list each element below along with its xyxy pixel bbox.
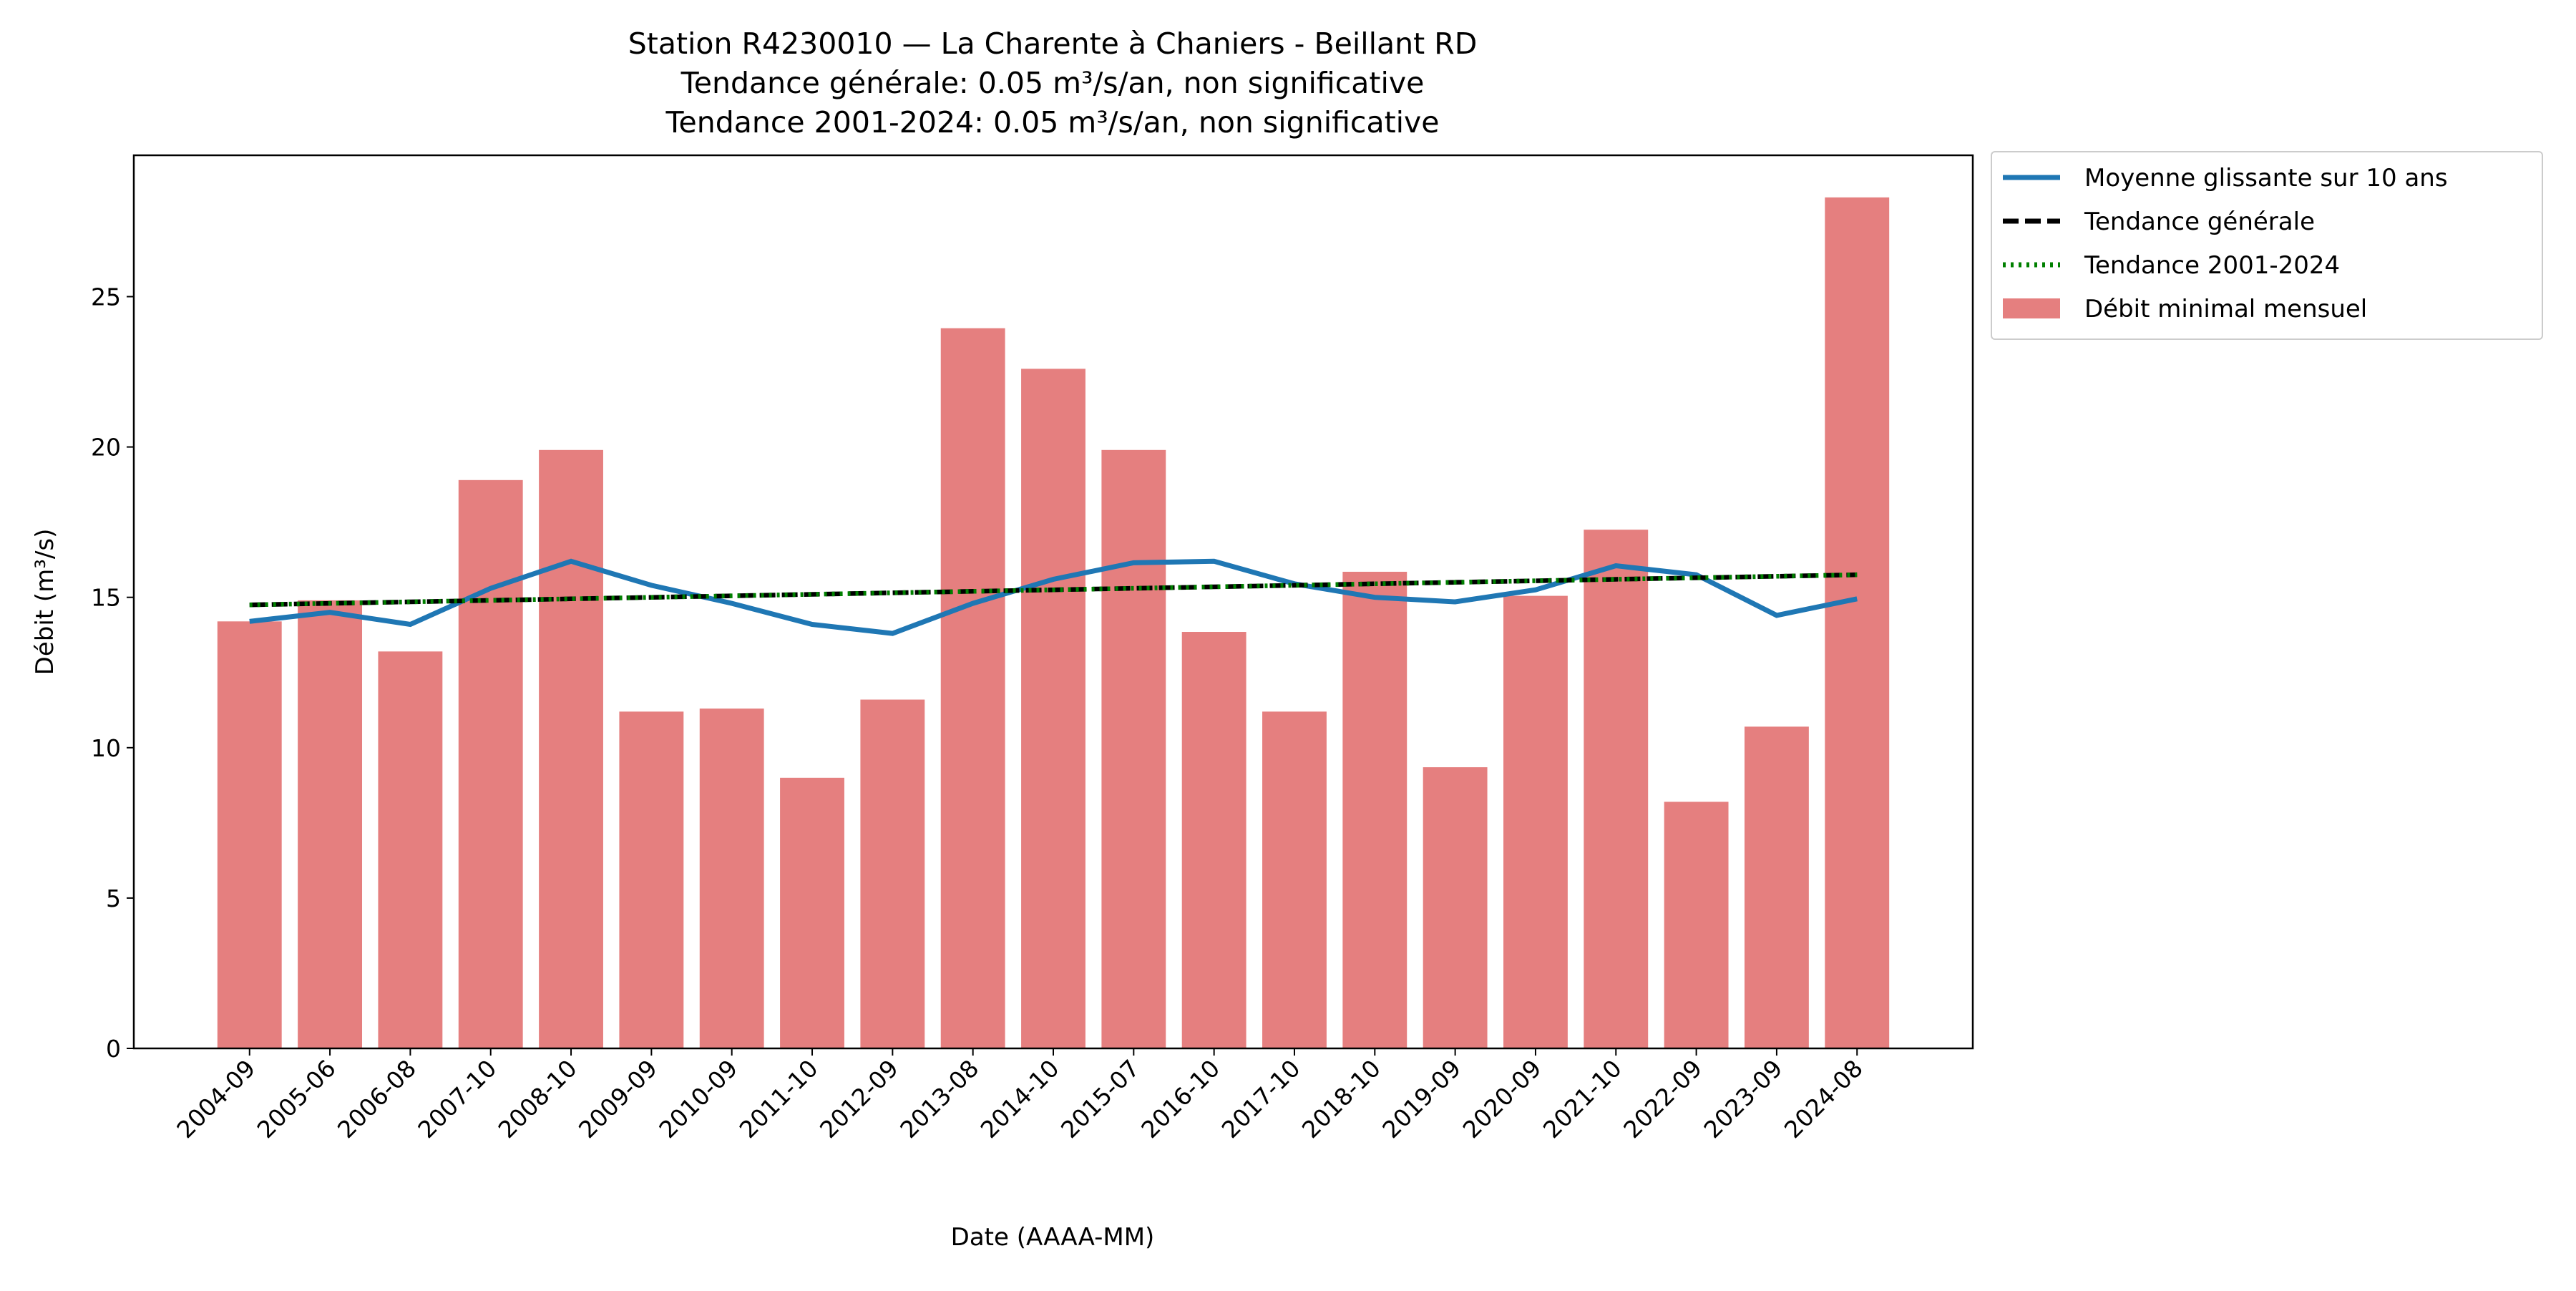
legend-label: Tendance générale bbox=[2084, 208, 2315, 236]
legend-label: Débit minimal mensuel bbox=[2084, 295, 2367, 323]
x-axis-label: Date (AAAA-MM) bbox=[951, 1223, 1155, 1252]
y-tick-label: 5 bbox=[106, 885, 121, 912]
bar-2013-08 bbox=[940, 328, 1005, 1048]
legend-swatch-bar bbox=[2003, 298, 2060, 318]
bar-2016-10 bbox=[1181, 632, 1246, 1048]
x-tick-label: 2021-10 bbox=[1538, 1054, 1627, 1144]
bar-2020-09 bbox=[1503, 595, 1568, 1048]
x-tick-label: 2010-09 bbox=[653, 1054, 743, 1144]
legend-box bbox=[1991, 151, 2543, 340]
x-tick-label: 2011-10 bbox=[734, 1054, 824, 1144]
y-tick-label: 0 bbox=[106, 1035, 121, 1063]
bar-2006-08 bbox=[378, 651, 443, 1048]
bar-2021-10 bbox=[1584, 530, 1649, 1048]
series-line-1 bbox=[249, 558, 1858, 636]
x-tick-label: 2014-10 bbox=[975, 1054, 1065, 1144]
bar-2010-09 bbox=[699, 708, 764, 1048]
x-tick-label: 2022-09 bbox=[1618, 1054, 1707, 1144]
x-tick-label: 2018-10 bbox=[1297, 1054, 1386, 1144]
x-tick-label: 2013-08 bbox=[894, 1054, 984, 1144]
bar-2009-09 bbox=[619, 711, 684, 1048]
plot-area: 05101520252004-092005-062006-082007-1020… bbox=[91, 154, 1974, 1144]
bar-2008-10 bbox=[539, 449, 603, 1048]
legend: Moyenne glissante sur 10 ans Tendance gén… bbox=[1991, 151, 2543, 340]
y-axis-label: Débit (m³/s) bbox=[31, 529, 59, 676]
bar-2015-07 bbox=[1101, 449, 1166, 1048]
x-tick-label: 2007-10 bbox=[412, 1054, 502, 1144]
bar-2022-09 bbox=[1664, 802, 1729, 1048]
bar-2024-08 bbox=[1825, 197, 1890, 1049]
bar-2004-09 bbox=[217, 621, 282, 1048]
x-tick-label: 2012-09 bbox=[814, 1054, 904, 1144]
bar-2014-10 bbox=[1021, 369, 1085, 1048]
bar-2012-09 bbox=[860, 699, 925, 1048]
legend-label: Tendance 2001-2024 bbox=[2084, 251, 2340, 280]
x-tick-label: 2015-07 bbox=[1055, 1054, 1145, 1144]
bar-2023-09 bbox=[1744, 726, 1809, 1048]
y-tick-label: 20 bbox=[91, 434, 121, 462]
series-line-3 bbox=[249, 572, 1858, 608]
legend-label: Moyenne glissante sur 10 ans bbox=[2084, 164, 2448, 193]
bar-2018-10 bbox=[1342, 571, 1407, 1048]
chart-title-line-2: Tendance générale: 0.05 m³/s/an, non sig… bbox=[680, 66, 1425, 100]
x-tick-label: 2017-10 bbox=[1216, 1054, 1306, 1144]
x-tick-label: 2009-09 bbox=[573, 1054, 663, 1144]
x-tick-label: 2023-09 bbox=[1699, 1054, 1788, 1144]
y-tick-label: 25 bbox=[91, 283, 121, 311]
chart-title-line-1: Station R4230010 — La Charente à Chanier… bbox=[628, 26, 1478, 61]
bar-2007-10 bbox=[458, 479, 523, 1048]
x-tick-label: 2020-09 bbox=[1458, 1054, 1547, 1144]
x-tick-label: 2004-09 bbox=[171, 1054, 260, 1144]
bar-2005-06 bbox=[298, 600, 363, 1048]
x-tick-label: 2008-10 bbox=[493, 1054, 582, 1144]
y-tick-label: 15 bbox=[91, 584, 121, 612]
chart-title-line-3: Tendance 2001-2024: 0.05 m³/s/an, non si… bbox=[665, 105, 1439, 140]
bar-2019-09 bbox=[1423, 767, 1488, 1048]
x-tick-label: 2006-08 bbox=[332, 1054, 421, 1144]
x-tick-label: 2005-06 bbox=[252, 1054, 341, 1144]
y-tick-label: 10 bbox=[91, 734, 121, 762]
x-tick-label: 2024-08 bbox=[1779, 1054, 1868, 1144]
x-tick-label: 2016-10 bbox=[1136, 1054, 1225, 1144]
bar-2017-10 bbox=[1262, 711, 1327, 1048]
x-tick-label: 2019-09 bbox=[1377, 1054, 1466, 1144]
bar-2011-10 bbox=[780, 777, 844, 1048]
